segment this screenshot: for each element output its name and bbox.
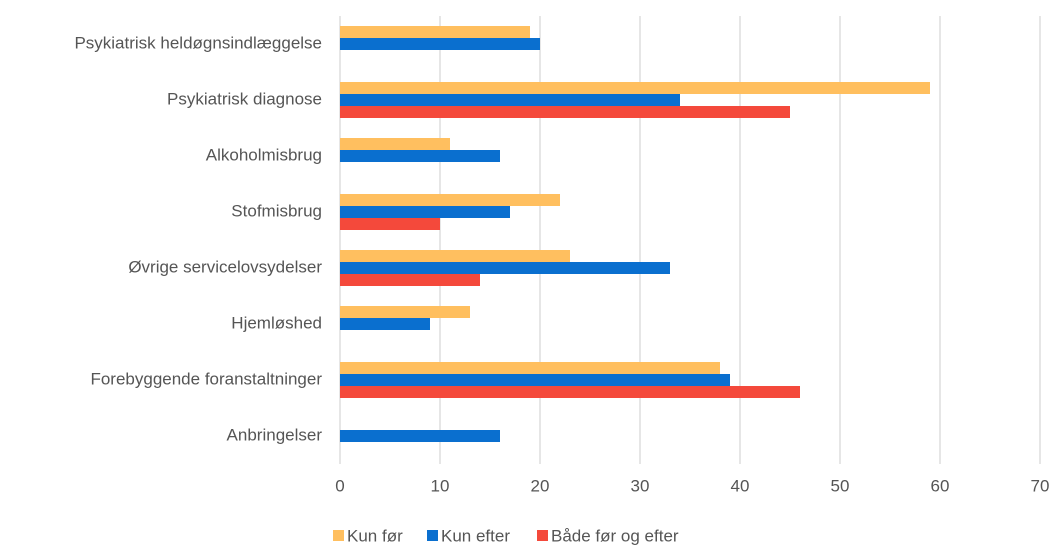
- bar: [340, 194, 560, 206]
- x-tick-label: 70: [1031, 476, 1050, 495]
- legend-label: Kun før: [347, 526, 403, 545]
- bar: [340, 250, 570, 262]
- bar: [340, 138, 450, 150]
- legend-swatch: [333, 530, 344, 541]
- y-tick-label: Anbringelser: [227, 425, 323, 444]
- bar: [340, 150, 500, 162]
- bar: [340, 106, 790, 118]
- bar: [340, 318, 430, 330]
- y-tick-label: Øvrige servicelovsydelser: [128, 257, 322, 276]
- bar: [340, 94, 680, 106]
- legend-swatch: [537, 530, 548, 541]
- y-tick-label: Forebyggende foranstaltninger: [90, 369, 322, 388]
- x-tick-label: 10: [431, 476, 450, 495]
- bar: [340, 306, 470, 318]
- bar: [340, 262, 670, 274]
- x-tick-label: 40: [731, 476, 750, 495]
- x-tick-label: 60: [931, 476, 950, 495]
- bar: [340, 26, 530, 38]
- bar: [340, 386, 800, 398]
- x-tick-label: 30: [631, 476, 650, 495]
- bar: [340, 218, 440, 230]
- y-tick-label: Stofmisbrug: [231, 201, 322, 220]
- bar: [340, 374, 730, 386]
- y-tick-label: Alkoholmisbrug: [206, 145, 322, 164]
- y-tick-label: Hjemløshed: [231, 313, 322, 332]
- x-tick-label: 50: [831, 476, 850, 495]
- y-tick-label: Psykiatrisk heldøgnsindlæggelse: [74, 33, 322, 52]
- bar: [340, 206, 510, 218]
- legend-label: Både før og efter: [551, 526, 679, 545]
- x-tick-label: 0: [335, 476, 344, 495]
- y-tick-label: Psykiatrisk diagnose: [167, 89, 322, 108]
- legend-swatch: [427, 530, 438, 541]
- bar: [340, 274, 480, 286]
- bar: [340, 38, 540, 50]
- bar: [340, 362, 720, 374]
- bar: [340, 82, 930, 94]
- x-tick-label: 20: [531, 476, 550, 495]
- legend-label: Kun efter: [441, 526, 510, 545]
- bar: [340, 430, 500, 442]
